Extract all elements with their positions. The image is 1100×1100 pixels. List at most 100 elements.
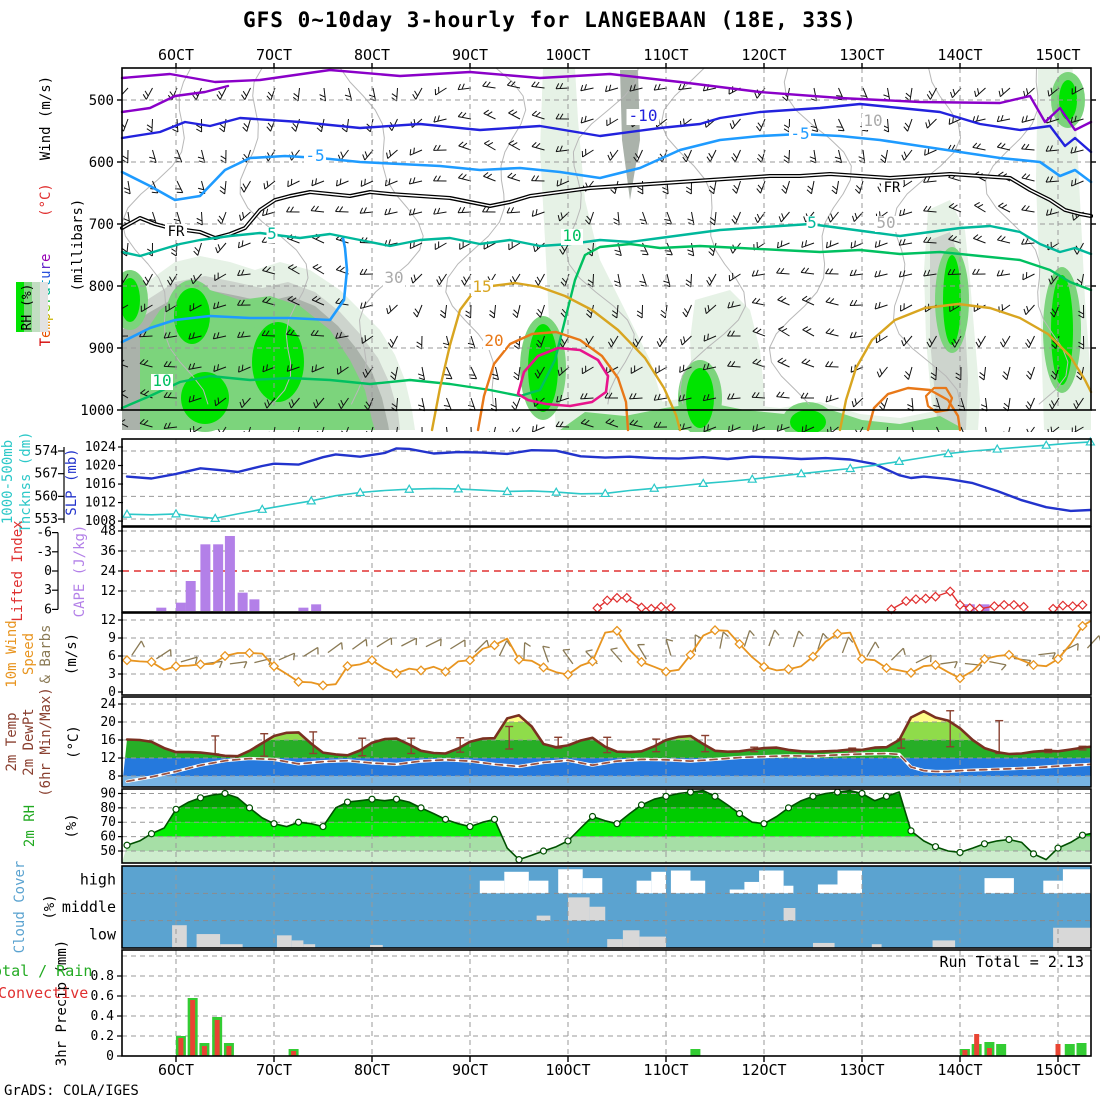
wind-barb [777,426,790,432]
barb-feather [365,639,368,647]
barb-feather [828,268,833,275]
contour-label: 5 [807,213,817,232]
barb-feather [751,392,756,398]
barb-feather [389,305,392,312]
wind-speed-marker [734,638,745,650]
temp-contour--5b [120,236,349,344]
cross-section-field [115,68,1091,432]
barb-feather [239,401,243,408]
barb-feather [1025,205,1030,211]
surface-wind-barb [180,656,198,663]
barb-feather [389,338,394,345]
barb-feather [457,111,463,117]
thickness-marker [992,443,1003,453]
surface-wind-barb [156,648,171,660]
contour-label-bg [806,216,818,232]
rh-marker [441,815,450,823]
barb-feather [286,206,291,213]
barb-feather [491,373,498,377]
barb-feather [310,329,315,336]
wind-barb [458,145,472,151]
barb-feather [140,640,145,648]
barb-feather [286,365,289,372]
wind-barb [935,366,937,381]
barb-feather [706,156,711,162]
wind-barb [123,118,129,132]
thickness-marker [1041,439,1052,449]
barb-feather [703,425,706,432]
wind-barb [1007,397,1011,411]
barb-feather [849,332,853,339]
wind-barb [176,180,184,193]
wind-barb [433,211,447,215]
barb-feather [752,327,758,332]
wind-barb [213,366,227,372]
barb-feather [1021,204,1026,211]
barb-feather [470,377,477,380]
wind-barb [899,242,913,246]
wind-barb [1075,397,1084,410]
wind-barb [483,112,496,120]
wind-barb [1070,118,1084,124]
barb-feather [1000,143,1006,149]
barb-feather [408,178,412,185]
barb-feather [537,308,543,314]
lifted-index-marker [1018,601,1029,612]
barb-feather [798,630,804,637]
wind-barb [825,365,839,368]
barb-feather [457,207,462,213]
date-label-top: 12OCT [741,46,786,64]
cloud-bar-high [670,870,691,894]
barb-feather [682,364,685,371]
thickness-marker [747,473,758,483]
rh-marker [539,847,548,855]
barb-feather [242,183,247,190]
barb-feather [927,237,932,243]
thickness-marker [210,513,221,522]
temp-contour-5 [120,222,1093,258]
wind-barb [862,149,866,163]
barb-feather [610,189,616,195]
wind-barb [493,426,496,432]
barb-feather [240,186,245,193]
wind-barb [960,426,964,432]
barb-feather [169,276,173,283]
barb-feather [657,421,662,428]
barb-feather [524,642,531,647]
barb-feather [634,338,639,345]
wind-barb [911,426,914,432]
date-label-bottom: 15OCT [1035,1061,1080,1079]
rh-marker [760,820,768,828]
wind-barb [1006,366,1011,380]
barb-feather [293,93,299,98]
barb-feather [682,83,686,90]
wind-speed-marker [660,666,672,677]
barb-feather [580,418,586,424]
wind-barb [438,273,447,286]
wind-barb [224,180,227,194]
barb-feather [952,116,954,123]
wind-barb [731,118,741,130]
cloud-bar-high [1062,869,1091,894]
barb-feather [512,401,518,407]
barb-feather [611,314,618,319]
contour-label: 15 [472,277,491,296]
barb-feather [1026,338,1031,345]
barb-feather [115,331,118,336]
barb-feather [950,91,953,98]
panel-slp-thickness: 100810121016102010245535605675741000-500… [0,431,1096,533]
barb-feather [237,269,241,276]
surface-wind-barb [450,639,466,650]
barb-feather [1021,143,1026,150]
wind-speed-marker [1028,659,1039,671]
barb-feather [534,280,539,286]
wind-barb [728,426,741,432]
surface-wind-barb [890,647,904,661]
barb-feather [194,246,200,253]
barb-feather [727,360,732,367]
barb-feather [461,112,467,118]
barb-feather [1072,214,1075,221]
barb-feather [780,359,787,364]
tick-label: 1024 [85,440,116,455]
